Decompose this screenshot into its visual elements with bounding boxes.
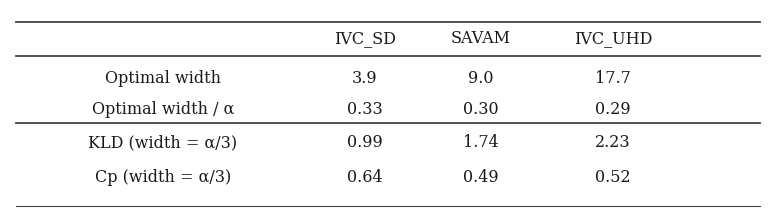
Text: KLD (width = α/3): KLD (width = α/3) <box>88 134 237 152</box>
Text: Optimal width: Optimal width <box>105 70 221 87</box>
Text: Optimal width / α: Optimal width / α <box>92 101 234 118</box>
Text: 0.64: 0.64 <box>347 169 383 186</box>
Text: 0.99: 0.99 <box>347 134 383 152</box>
Text: 0.29: 0.29 <box>595 101 631 118</box>
Text: 3.9: 3.9 <box>352 70 378 87</box>
Text: 9.0: 9.0 <box>469 70 494 87</box>
Text: 0.49: 0.49 <box>463 169 499 186</box>
Text: 0.30: 0.30 <box>463 101 499 118</box>
Text: 17.7: 17.7 <box>595 70 631 87</box>
Text: IVC_SD: IVC_SD <box>334 30 396 47</box>
Text: SAVAM: SAVAM <box>451 30 511 47</box>
Text: IVC_UHD: IVC_UHD <box>574 30 652 47</box>
Text: 1.74: 1.74 <box>463 134 499 152</box>
Text: 2.23: 2.23 <box>595 134 631 152</box>
Text: 0.33: 0.33 <box>347 101 383 118</box>
Text: Cp (width = α/3): Cp (width = α/3) <box>95 169 231 186</box>
Text: 0.52: 0.52 <box>595 169 631 186</box>
